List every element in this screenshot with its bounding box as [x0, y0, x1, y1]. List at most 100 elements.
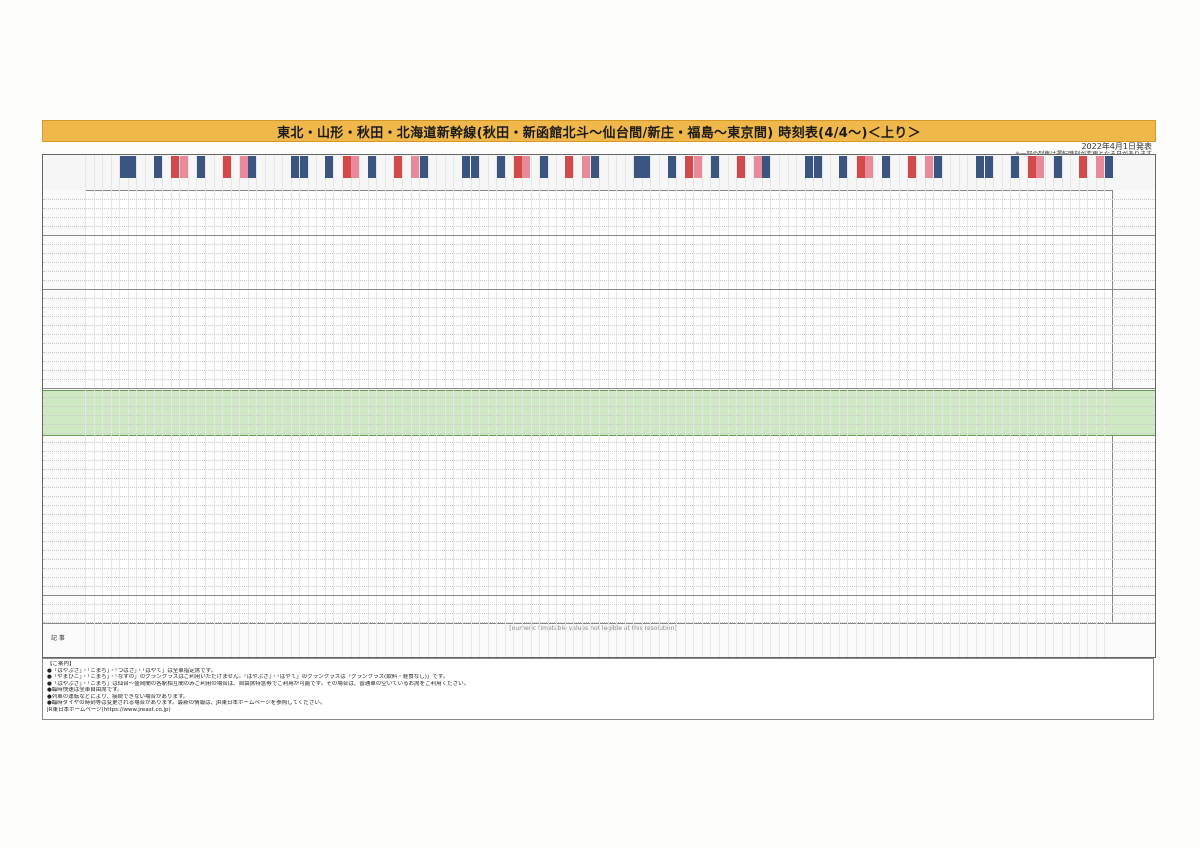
train-header-cell	[865, 156, 874, 178]
train-header-cell	[1062, 156, 1070, 178]
train-header-cell	[557, 156, 565, 178]
train-header-cell	[891, 156, 899, 178]
row-divider	[43, 487, 1155, 488]
train-header-cell	[462, 156, 471, 178]
row-divider	[43, 532, 1155, 533]
train-header-cell	[480, 156, 488, 178]
row-divider	[43, 595, 1155, 596]
train-header-cell	[1104, 156, 1113, 178]
train-header-cell	[985, 156, 993, 178]
train-header-cell	[856, 156, 865, 178]
train-header-cell	[831, 156, 839, 178]
train-header-cell	[548, 156, 556, 178]
train-header-cell	[1036, 156, 1045, 178]
train-header-cell	[753, 156, 762, 178]
train-header-cell	[805, 156, 814, 178]
train-header-cell	[651, 156, 659, 178]
train-header-cell	[317, 156, 325, 178]
row-divider	[43, 451, 1155, 452]
row-divider	[43, 523, 1155, 524]
row-divider	[43, 361, 1155, 362]
row-divider	[43, 469, 1155, 470]
train-header-cell	[668, 156, 676, 178]
guide-line: ●「はやぶさ」・「こまち」・「つばさ」・「はやて」は全車指定席です。	[47, 667, 217, 674]
train-header-cell	[171, 156, 180, 178]
train-header-cell	[103, 156, 111, 178]
train-header-cell	[385, 156, 393, 178]
row-divider	[43, 298, 1155, 299]
train-header-cell	[976, 156, 985, 178]
train-header-cell	[248, 156, 257, 178]
train-header-cell	[1027, 156, 1036, 178]
train-header-cell	[693, 156, 702, 178]
train-header-cell	[393, 156, 402, 178]
row-divider	[43, 559, 1155, 560]
row-divider	[43, 496, 1155, 497]
row-divider	[43, 235, 1155, 236]
train-header-cell	[488, 156, 496, 178]
train-header-cell	[736, 156, 745, 178]
train-header-cell	[445, 156, 453, 178]
train-header-cell	[600, 156, 608, 178]
row-divider	[43, 334, 1155, 335]
train-header-cell	[1002, 156, 1010, 178]
row-divider	[43, 577, 1155, 578]
row-divider	[43, 613, 1155, 614]
train-header-cell	[933, 156, 942, 178]
train-header-cell	[702, 156, 710, 178]
train-header-cell	[146, 156, 154, 178]
train-header-cell	[925, 156, 933, 178]
train-header-cell	[513, 156, 522, 178]
train-header-cell	[762, 156, 771, 178]
guide-line: JR東日本ホームページ(https://www.jreast.co.jp)	[47, 706, 171, 713]
train-header-cell	[231, 156, 239, 178]
row-divider	[43, 226, 1155, 227]
row-divider	[43, 316, 1155, 317]
train-header-cell	[1071, 156, 1079, 178]
guide-line: ●列車の運転などにより、接続できない場合があります。	[47, 693, 189, 700]
guide-heading: 【ご案内】	[47, 661, 75, 667]
train-header-cell	[771, 156, 779, 178]
train-header-cell	[274, 156, 282, 178]
train-header-cell	[813, 156, 822, 178]
train-header-cell	[797, 156, 805, 178]
train-header-cell	[1079, 156, 1088, 178]
train-header-cell	[617, 156, 625, 178]
train-header-cell	[968, 156, 976, 178]
train-header-cell	[196, 156, 205, 178]
train-header-cell	[334, 156, 342, 178]
train-header-cell	[454, 156, 462, 178]
train-header-cell	[205, 156, 213, 178]
train-header-cell	[471, 156, 479, 178]
train-header-cell	[1053, 156, 1062, 178]
train-header-cell	[403, 156, 411, 178]
train-header-cell	[299, 156, 308, 178]
page-title: 東北・山形・秋田・北海道新幹線(秋田・新函館北斗～仙台間/新庄・福島～東京間) …	[277, 125, 921, 141]
train-header-cell	[265, 156, 273, 178]
train-header-cell	[1019, 156, 1027, 178]
row-divider	[43, 379, 1155, 380]
train-header-cell	[505, 156, 513, 178]
train-header-cell	[1045, 156, 1053, 178]
train-header-cell	[214, 156, 222, 178]
train-header-cell	[959, 156, 967, 178]
row-divider	[43, 262, 1155, 263]
train-header-cell	[368, 156, 377, 178]
row-divider	[43, 514, 1155, 515]
row-divider	[43, 415, 1155, 416]
train-header-cell	[574, 156, 582, 178]
guide-line: ●臨時快速は全車自由席です。	[47, 687, 123, 693]
train-header-cell	[848, 156, 856, 178]
train-header-cell	[745, 156, 753, 178]
row-divider	[43, 280, 1155, 281]
train-header-cell	[539, 156, 548, 178]
train-header-cell	[1010, 156, 1019, 178]
train-header-cell	[625, 156, 633, 178]
train-header-cell	[660, 156, 668, 178]
train-header-cell	[257, 156, 265, 178]
train-header-cell	[222, 156, 231, 178]
train-header-cell	[1088, 156, 1096, 178]
row-divider	[43, 253, 1155, 254]
train-header-cell	[994, 156, 1002, 178]
row-divider	[43, 424, 1155, 425]
